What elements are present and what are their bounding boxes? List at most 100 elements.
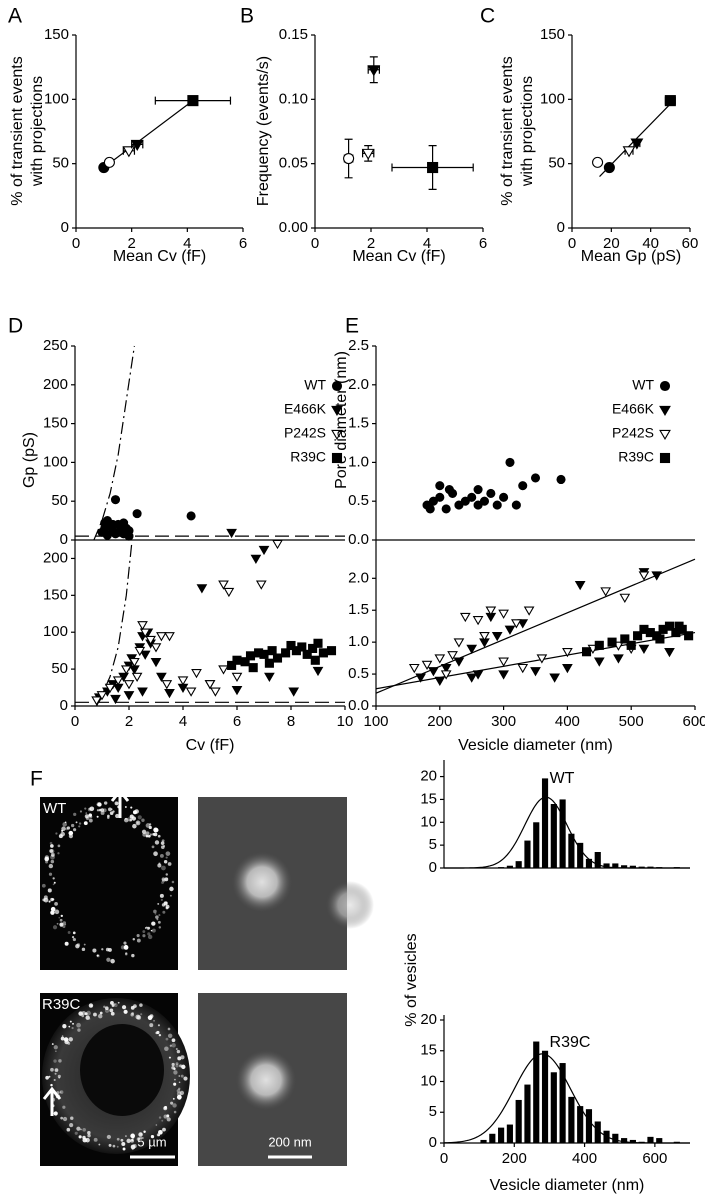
y-tick-label: 100 [540, 90, 565, 107]
speckle [159, 853, 164, 858]
arrow [110, 788, 130, 818]
speckle [60, 1116, 64, 1120]
speckle [51, 1043, 54, 1045]
speckle [157, 920, 161, 924]
point [473, 485, 483, 495]
x-tick-label: 6 [233, 713, 241, 730]
y-tick-label: 0 [61, 219, 69, 236]
y-tick-label: 15 [420, 790, 437, 807]
point [428, 496, 438, 506]
arrow [42, 1086, 62, 1116]
speckle [67, 931, 71, 934]
speckle [49, 841, 53, 845]
speckle [116, 1145, 119, 1148]
point [318, 648, 328, 658]
point [434, 654, 446, 664]
point [536, 654, 548, 664]
point [122, 146, 136, 158]
speckle [130, 1138, 135, 1143]
point [428, 667, 439, 677]
micrograph-cell-wt [40, 797, 178, 970]
point [684, 631, 694, 641]
speckle [178, 1075, 181, 1077]
x-tick-label: 4 [179, 713, 187, 730]
speckle [171, 1062, 175, 1067]
speckle [141, 818, 145, 822]
point [504, 625, 516, 635]
point [343, 152, 355, 165]
speckle [176, 1094, 182, 1100]
speckle [174, 1078, 176, 1081]
speckle [178, 1087, 181, 1090]
speckle [150, 1134, 155, 1139]
speckle [150, 929, 153, 932]
point [651, 571, 663, 581]
point [517, 619, 529, 629]
bar [498, 1127, 505, 1143]
point [139, 628, 151, 638]
speckle [112, 1144, 116, 1148]
speckle [142, 934, 146, 938]
speckle [68, 830, 74, 836]
point [258, 545, 270, 556]
speckle [72, 931, 76, 935]
point [177, 676, 189, 686]
y-tick-label: 150 [43, 415, 68, 432]
legend-label: WT [304, 377, 326, 393]
speckle [153, 832, 158, 837]
speckle [96, 802, 101, 807]
point [103, 156, 115, 168]
speckle [110, 1011, 115, 1016]
point [511, 619, 522, 629]
point [467, 492, 477, 502]
speckle [50, 852, 55, 857]
speckle [92, 948, 97, 953]
point [498, 670, 509, 680]
speckle [59, 1091, 62, 1094]
y-tick-label: 0.15 [279, 26, 308, 43]
point [440, 670, 452, 680]
speckle [54, 1072, 57, 1075]
speckle [90, 1005, 93, 1007]
nucleus [80, 1024, 164, 1116]
speckle [131, 1012, 134, 1015]
speckle [129, 814, 134, 819]
subplot-label: WT [550, 770, 575, 787]
point [156, 672, 167, 682]
gaussian-fit [444, 796, 690, 869]
speckle [169, 1044, 172, 1047]
x-axis-label: Mean Cv (fF) [352, 248, 445, 265]
panel-letter: D [8, 315, 23, 338]
point [562, 663, 573, 674]
y-tick-label: 0.10 [279, 90, 308, 107]
point [110, 495, 121, 505]
bar [506, 865, 513, 868]
speckle [171, 880, 175, 884]
speckle [75, 943, 80, 949]
speckle [76, 1126, 81, 1131]
vesicle-blob [232, 852, 292, 912]
x-axis-label: Vesicle diameter (nm) [458, 737, 613, 754]
speckle [162, 1127, 166, 1132]
speckle [171, 1066, 175, 1070]
bar [577, 842, 584, 868]
point [556, 474, 566, 485]
point [132, 509, 142, 519]
bar [647, 1136, 654, 1143]
speckle [53, 881, 56, 884]
y-tick-label: 0.5 [348, 492, 369, 509]
speckle [147, 934, 153, 940]
speckle [158, 926, 162, 929]
y-tick-label: 150 [43, 586, 68, 603]
speckle [120, 1138, 124, 1142]
speckle [48, 863, 54, 869]
point [435, 492, 445, 502]
speckle [155, 1124, 158, 1126]
legend-label: E466K [612, 401, 655, 417]
speckle [68, 1037, 73, 1042]
y-tick-label: 20 [420, 1011, 437, 1028]
point [626, 640, 636, 650]
point [415, 673, 427, 683]
point [250, 554, 262, 564]
point [130, 139, 144, 151]
